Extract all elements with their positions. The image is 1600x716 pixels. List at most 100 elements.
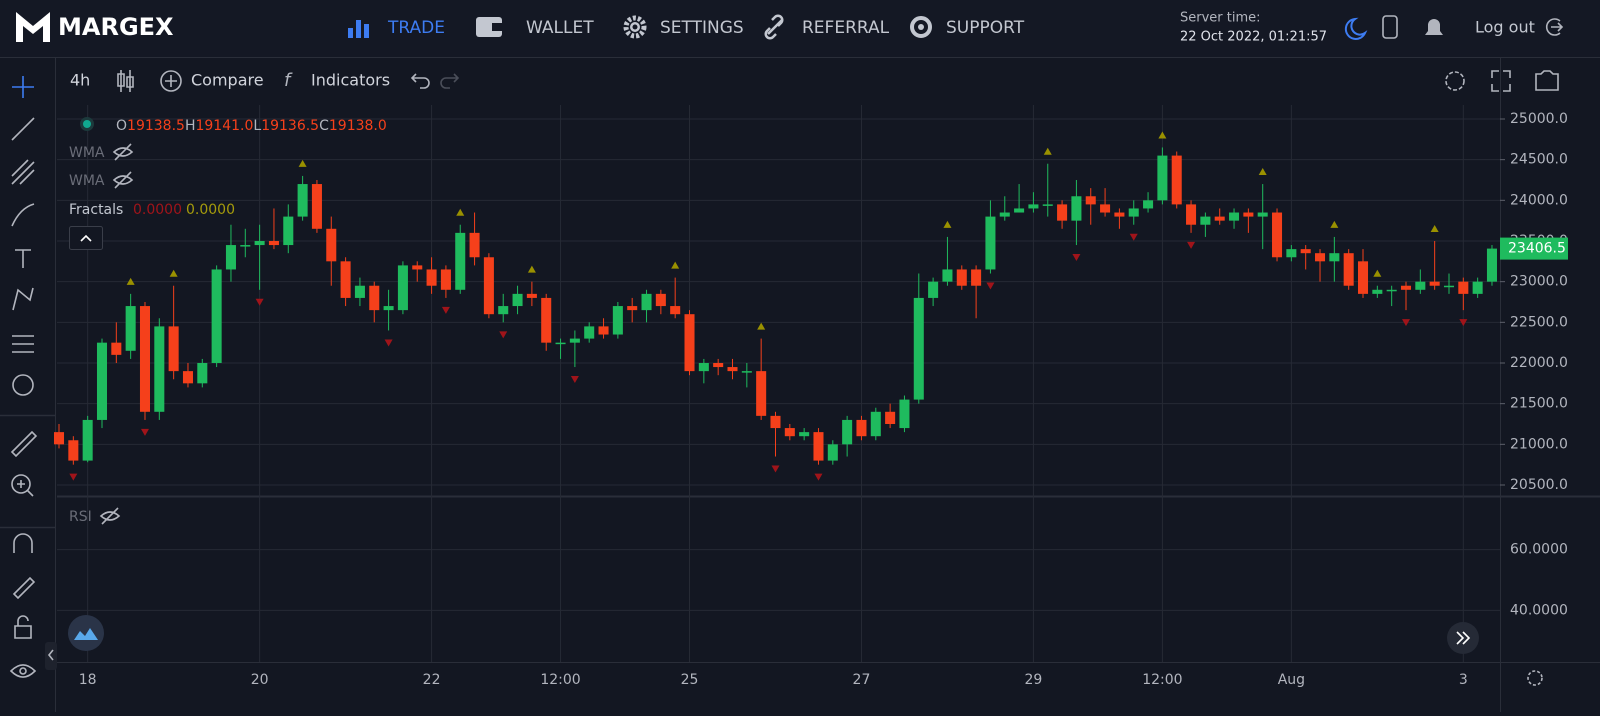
nav-item[interactable]: WALLET [526,18,594,38]
candle-body [1171,155,1182,205]
fractal-down [140,428,149,436]
nav-support[interactable]: SUPPORT [910,16,1025,38]
redo[interactable] [440,73,460,89]
y-tick-label: 20500.0 [1510,477,1568,493]
candle-body [842,419,853,445]
candle-body [383,306,394,311]
fractal-up [1258,168,1267,176]
fractal-down [441,306,450,314]
candle-body [569,338,580,343]
candle-body [612,306,623,335]
indicators-label[interactable]: Indicators [311,71,390,90]
candle-body [1157,155,1168,201]
ohlc-key: O [116,118,127,134]
candle-body [139,306,150,412]
candle-body [1100,204,1111,213]
compare-button[interactable]: Compare [160,70,264,92]
candle-body [928,281,939,298]
indicators-button[interactable]: f Indicators [284,70,390,91]
candle-body [1014,208,1025,213]
candle-body [1114,212,1125,217]
rsi-tick-label: 60.0000 [1510,542,1568,558]
ohlc-legend: O19138.5H19141.0L19136.5C19138.0 [116,118,387,134]
fractal-up [456,208,465,216]
candle-body [870,411,881,437]
theme-toggle[interactable] [1344,17,1368,40]
candle-body [340,261,351,298]
settings-button[interactable] [1445,71,1465,91]
nav-item[interactable]: SUPPORT [946,18,1025,38]
candle-body [627,306,638,311]
axis-settings[interactable] [1527,670,1543,686]
candle-body [1329,253,1340,262]
logout[interactable]: Log out [1475,18,1535,37]
candle-body [225,245,236,270]
collapse-button[interactable] [69,226,103,250]
nav-trade[interactable]: TRADE [348,18,445,38]
y-tick-label: 24000.0 [1510,192,1568,208]
fullscreen-button[interactable] [1491,70,1511,92]
candle-body [684,314,695,372]
y-tick-label: 21500.0 [1510,396,1568,412]
hide-icon[interactable] [112,143,134,161]
fractal-up [1158,131,1167,139]
candle-body [211,269,222,363]
nav-wallet[interactable]: WALLET [476,17,594,38]
fractal-up [169,269,178,277]
mobile-icon[interactable] [1382,15,1398,39]
nav-item[interactable]: TRADE [387,18,445,38]
chart-type[interactable] [117,70,134,92]
y-tick-label: 22000.0 [1510,355,1568,371]
hide-icon[interactable] [99,507,121,525]
nav-settings[interactable]: SETTINGS [623,15,744,39]
hide-icon[interactable] [112,171,134,189]
bell-icon[interactable] [1425,19,1443,37]
fractal-up [1043,147,1052,155]
candle-body [469,232,480,258]
fractal-up [298,159,307,167]
candle-body [96,342,108,420]
nav-item[interactable]: SETTINGS [660,18,744,38]
fractal-down [1187,241,1196,249]
plot: 18 20 22 12:00 25 27 29 12:00 Aug 3 20500.0 21000.0… [53,58,1600,712]
brand-badge[interactable] [68,615,104,651]
fractal-down [69,473,78,481]
ohlc-value: 19136.5 [261,118,319,134]
wma-legend: WMA [69,145,105,161]
last-price: 23406.5 [1508,241,1566,257]
candle-body [311,184,322,229]
fx-icon: f [284,70,293,91]
candle-body [53,432,65,445]
ohlc-value: 19141.0 [195,118,253,134]
snapshot-button[interactable] [1535,70,1559,91]
candle-body [483,257,494,315]
candle-body [82,419,93,461]
compare-label[interactable]: Compare [191,71,264,90]
x-tick-label: 25 [681,672,699,688]
candle-body [1200,216,1211,225]
candle-body [1257,212,1268,217]
interval[interactable]: 4h [70,71,90,90]
drawing-tools[interactable] [0,76,55,678]
candle-body [1042,204,1053,206]
candle-body [1286,249,1297,258]
fractal-down [814,473,823,481]
sidebar-toggle[interactable] [45,642,57,670]
candle-body [741,371,752,373]
candle-body [397,265,408,311]
fractals-value: 0.0000 [186,202,235,218]
rsi-tick-label: 40.0000 [1510,602,1568,618]
legend-dot [83,120,91,128]
logout-icon[interactable] [1545,18,1564,36]
fractal-down [986,282,995,290]
candle-body [268,240,279,246]
nav-referral[interactable]: REFERRAL [764,14,890,40]
candle-body [942,269,953,282]
fractal-down [384,339,393,347]
candle-body [584,326,595,339]
undo[interactable] [410,73,430,89]
nav-item[interactable]: REFERRAL [802,18,890,38]
fractal-down [771,465,780,473]
